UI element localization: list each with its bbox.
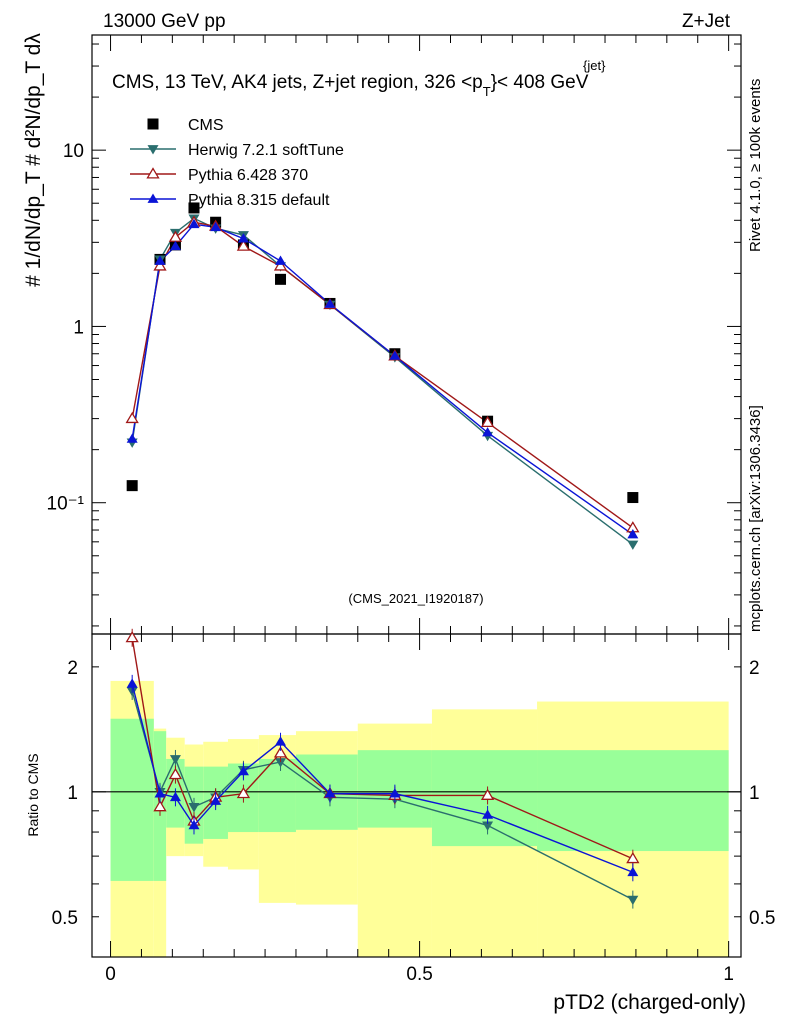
main-point-pythia-6-428-370 bbox=[236, 239, 251, 251]
ratio-point-pythia-8-315-default bbox=[324, 788, 336, 798]
ratio-point-pythia-8-315-default bbox=[169, 791, 181, 802]
main-point-pythia-8-315-default bbox=[324, 298, 336, 308]
ratio-ytick-label-right: 0.5 bbox=[749, 908, 775, 929]
legend-marker-cms bbox=[147, 118, 159, 130]
legend-marker-pythia-8-315-default bbox=[147, 193, 159, 203]
main-ylabel: # 1/dN/dp_T # d²N/dp_T dλ bbox=[22, 33, 45, 287]
main-point-cms bbox=[627, 492, 639, 504]
svg-text:# 1/dN/dp_T # d²N/dp_T dλ: # 1/dN/dp_T # d²N/dp_T dλ bbox=[22, 33, 45, 287]
header-process-label: Z+Jet bbox=[682, 11, 731, 32]
main-point-pythia-8-315-default bbox=[188, 218, 200, 229]
main-point-pythia-6-428-370 bbox=[168, 230, 183, 242]
main-point-pythia-8-315-default bbox=[169, 240, 181, 251]
main-point-pythia-8-315-default bbox=[627, 529, 639, 539]
x-tick-label: 0.5 bbox=[406, 964, 432, 985]
ratio-point-herwig-7-2-1-softtune bbox=[482, 821, 494, 831]
ratio-point-pythia-6-428-370 bbox=[626, 851, 640, 864]
ratio-point-pythia-8-315-default bbox=[126, 678, 138, 688]
legend-label-pythia-6-428-370: Pythia 6.428 370 bbox=[188, 167, 308, 184]
mcplots-label: mcplots.cern.ch [arXiv:1306.3436] bbox=[747, 405, 764, 632]
ratio-point-pythia-8-315-default bbox=[154, 788, 166, 798]
ratio-point-herwig-7-2-1-softtune bbox=[169, 755, 181, 765]
main-point-pythia-8-315-default bbox=[275, 255, 287, 265]
main-point-pythia-8-315-default bbox=[154, 255, 166, 265]
main-ytick-label: 10 bbox=[63, 141, 84, 162]
ratio-band-inner-6 bbox=[258, 758, 296, 833]
ratio-point-pythia-6-428-370 bbox=[273, 746, 288, 758]
legend-marker-herwig-7-2-1-softtune bbox=[147, 145, 159, 155]
legend: CMS Herwig 7.2.1 softTune Pythia 6.428 370… bbox=[130, 117, 344, 209]
ratio-band-inner-10 bbox=[537, 750, 729, 852]
analysis-watermark: (CMS_2021_I1920187) bbox=[348, 591, 483, 606]
ratio-point-pythia-8-315-default bbox=[627, 866, 639, 877]
ratio-ytick-label-right: 2 bbox=[749, 658, 760, 679]
legend-marker-pythia-6-428-370 bbox=[146, 167, 160, 179]
main-point-pythia-8-315-default bbox=[126, 433, 138, 443]
plot-title-end: }< 408 GeV bbox=[491, 72, 589, 93]
plot-title-sub: T bbox=[483, 84, 491, 99]
ratio-point-herwig-7-2-1-softtune bbox=[627, 895, 639, 906]
ratio-point-pythia-8-315-default bbox=[210, 795, 222, 805]
main-point-pythia-6-428-370 bbox=[125, 411, 139, 424]
ratio-ytick-label-left: 0.5 bbox=[52, 908, 78, 929]
legend-label-herwig-7-2-1-softtune: Herwig 7.2.1 softTune bbox=[188, 142, 344, 159]
ratio-point-herwig-7-2-1-softtune bbox=[275, 758, 287, 768]
ratio-point-pythia-6-428-370 bbox=[236, 786, 251, 799]
ratio-plot-panel: 0.5 0.5 1 1 2 2 0 0.5 1 bbox=[52, 628, 775, 985]
ratio-frame bbox=[91, 633, 742, 958]
main-ytick-label: 10⁻¹ bbox=[47, 494, 85, 515]
main-point-pythia-6-428-370 bbox=[480, 415, 495, 428]
main-point-cms bbox=[275, 273, 287, 285]
ratio-ytick-label-left: 1 bbox=[67, 783, 78, 804]
plot-title-main: CMS, 13 TeV, AK4 jets, Z+jet region, 326… bbox=[112, 72, 483, 93]
ratio-point-pythia-8-315-default bbox=[188, 819, 200, 830]
x-axis-label: pTD2 (charged-only) bbox=[553, 991, 746, 1014]
plot-title-sup: {jet} bbox=[583, 58, 606, 73]
ratio-point-pythia-8-315-default bbox=[482, 809, 494, 819]
main-point-pythia-8-315-default bbox=[482, 427, 494, 437]
main-point-pythia-8-315-default bbox=[237, 233, 249, 243]
main-point-pythia-8-315-default bbox=[210, 221, 222, 232]
legend-label-pythia-8-315-default: Pythia 8.315 default bbox=[188, 192, 330, 209]
ratio-point-pythia-6-428-370 bbox=[125, 631, 139, 643]
legend-label-cms: CMS bbox=[188, 117, 224, 134]
main-ytick-label: 1 bbox=[73, 317, 84, 338]
main-point-pythia-6-428-370 bbox=[273, 259, 288, 271]
plot-title: CMS, 13 TeV, AK4 jets, Z+jet region, 326… bbox=[112, 72, 589, 99]
ratio-point-pythia-8-315-default bbox=[275, 736, 287, 746]
ratio-point-pythia-6-428-370 bbox=[153, 800, 167, 812]
main-plot-panel: 10⁻¹ 1 10 bbox=[47, 34, 742, 635]
main-point-herwig-7-2-1-softtune bbox=[627, 540, 639, 550]
main-point-pythia-8-315-default bbox=[389, 350, 401, 360]
ratio-ylabel: Ratio to CMS bbox=[25, 753, 41, 836]
ratio-ytick-label-left: 2 bbox=[67, 658, 78, 679]
main-point-pythia-6-428-370 bbox=[153, 259, 167, 271]
main-point-cms bbox=[126, 480, 138, 492]
rivet-version-label: Rivet 4.1.0, ≥ 100k events bbox=[747, 79, 764, 252]
main-point-cms bbox=[188, 202, 200, 214]
ratio-point-pythia-6-428-370 bbox=[168, 767, 183, 780]
ratio-point-pythia-6-428-370 bbox=[480, 788, 495, 800]
ratio-point-pythia-8-315-default bbox=[389, 788, 401, 798]
ratio-point-pythia-8-315-default bbox=[237, 765, 249, 776]
header-energy-label: 13000 GeV pp bbox=[103, 11, 226, 32]
ratio-point-herwig-7-2-1-softtune bbox=[188, 803, 200, 813]
x-tick-label: 0 bbox=[105, 964, 116, 985]
x-tick-label: 1 bbox=[723, 964, 734, 985]
main-line-herwig-7-2-1-softtune bbox=[131, 217, 634, 545]
ratio-ytick-label-right: 1 bbox=[749, 783, 760, 804]
